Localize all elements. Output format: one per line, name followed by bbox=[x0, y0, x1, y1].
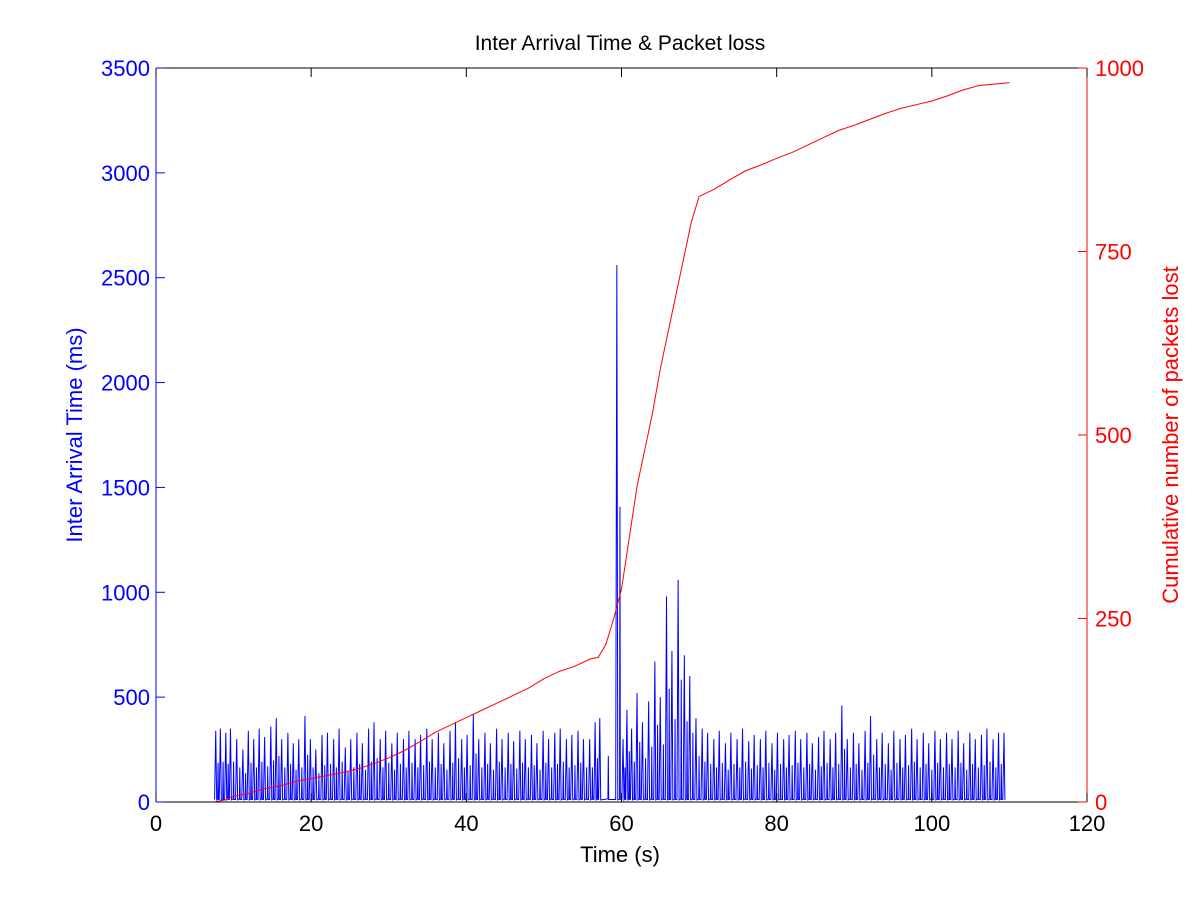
series-line-inter-arrival bbox=[214, 265, 1006, 802]
x-tick-label: 20 bbox=[299, 811, 323, 836]
y-left-tick-label: 3500 bbox=[101, 56, 150, 81]
x-tick-label: 0 bbox=[150, 811, 162, 836]
series-line-packet-loss bbox=[214, 82, 1010, 803]
x-tick-label: 80 bbox=[764, 811, 788, 836]
y-left-tick-label: 3000 bbox=[101, 161, 150, 186]
y-left-tick-label: 0 bbox=[138, 790, 150, 815]
y-right-tick-label: 0 bbox=[1095, 790, 1107, 815]
y-left-tick-label: 1500 bbox=[101, 475, 150, 500]
x-tick-label: 40 bbox=[454, 811, 478, 836]
y-right-tick-label: 750 bbox=[1095, 240, 1132, 265]
chart-title: Inter Arrival Time & Packet loss bbox=[475, 32, 766, 55]
y-axis-right-label: Cumulative number of packets lost bbox=[1158, 266, 1183, 604]
y-right-tick-label: 250 bbox=[1095, 607, 1132, 632]
y-left-tick-label: 2500 bbox=[101, 266, 150, 291]
y-right-tick-label: 1000 bbox=[1095, 56, 1144, 81]
x-axis-label: Time (s) bbox=[580, 842, 660, 867]
y-left-tick-label: 500 bbox=[113, 685, 150, 710]
x-tick-label: 120 bbox=[1069, 811, 1106, 836]
y-right-tick-label: 500 bbox=[1095, 423, 1132, 448]
y-left-tick-label: 2000 bbox=[101, 371, 150, 396]
x-tick-label: 60 bbox=[609, 811, 633, 836]
series-layer bbox=[214, 82, 1010, 803]
y-left-tick-label: 1000 bbox=[101, 580, 150, 605]
tick-layer: 0 20 40 60 80 100 1200500100015002000250030003… bbox=[101, 56, 1144, 836]
x-tick-label: 100 bbox=[913, 811, 950, 836]
y-axis-left-label: Inter Arrival Time (ms) bbox=[62, 327, 87, 542]
